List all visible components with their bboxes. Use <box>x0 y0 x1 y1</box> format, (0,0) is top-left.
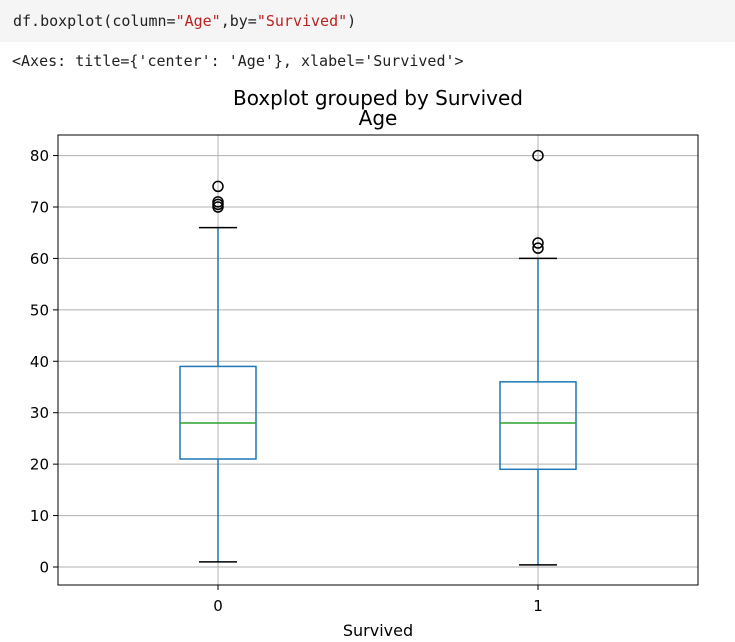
axes-frame <box>57 134 699 586</box>
chart-suptitle: Boxplot grouped by Survived <box>233 86 523 110</box>
y-tick-label: 20 <box>30 456 49 474</box>
x-tick-label: 0 <box>213 597 223 615</box>
x-axis-label: Survived <box>343 621 413 640</box>
y-tick-label: 0 <box>39 559 49 577</box>
box-group-0 <box>179 180 257 563</box>
code-prefix: df.boxplot(column= <box>13 12 176 30</box>
chart-title: Age <box>359 106 398 130</box>
outlier-point <box>212 180 224 193</box>
y-tick-label: 70 <box>30 199 49 217</box>
outlier-point <box>212 196 224 208</box>
y-tick-label: 30 <box>30 404 49 422</box>
iqr-box <box>179 365 257 460</box>
code-suffix: ) <box>347 12 357 30</box>
outlier-point <box>532 242 544 254</box>
y-tick-label: 80 <box>30 147 49 165</box>
y-tick-label: 50 <box>30 301 49 319</box>
code-arg-by: "Survived" <box>256 12 348 30</box>
outlier-point <box>532 149 544 162</box>
x-tick-label: 1 <box>533 597 543 615</box>
code-middle: ,by= <box>220 12 257 30</box>
y-tick-label: 10 <box>30 507 49 525</box>
outlier-point <box>532 237 544 249</box>
code-cell[interactable]: df.boxplot(column="Age",by="Survived") <box>0 0 735 42</box>
code-arg-column: "Age" <box>175 12 221 30</box>
box-group-1 <box>499 149 577 566</box>
y-tick-label: 60 <box>30 250 49 268</box>
y-tick-label: 40 <box>30 353 49 371</box>
output-repr: <Axes: title={'center': 'Age'}, xlabel='… <box>12 52 464 70</box>
iqr-box <box>499 381 577 471</box>
